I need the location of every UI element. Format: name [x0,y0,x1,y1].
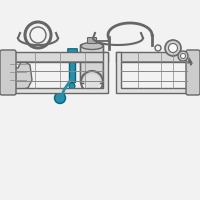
Ellipse shape [81,43,103,49]
Circle shape [180,53,186,58]
Circle shape [54,92,66,104]
FancyBboxPatch shape [186,50,200,95]
FancyBboxPatch shape [88,38,96,44]
FancyBboxPatch shape [0,50,16,95]
FancyBboxPatch shape [80,45,104,84]
Polygon shape [116,52,192,93]
Polygon shape [10,52,108,93]
FancyBboxPatch shape [10,52,108,62]
Polygon shape [5,52,32,90]
Circle shape [168,44,178,52]
Circle shape [178,51,188,61]
Circle shape [165,40,181,56]
FancyBboxPatch shape [116,52,192,62]
Circle shape [84,74,100,90]
Circle shape [69,83,75,89]
FancyBboxPatch shape [68,49,77,54]
FancyBboxPatch shape [70,51,76,82]
